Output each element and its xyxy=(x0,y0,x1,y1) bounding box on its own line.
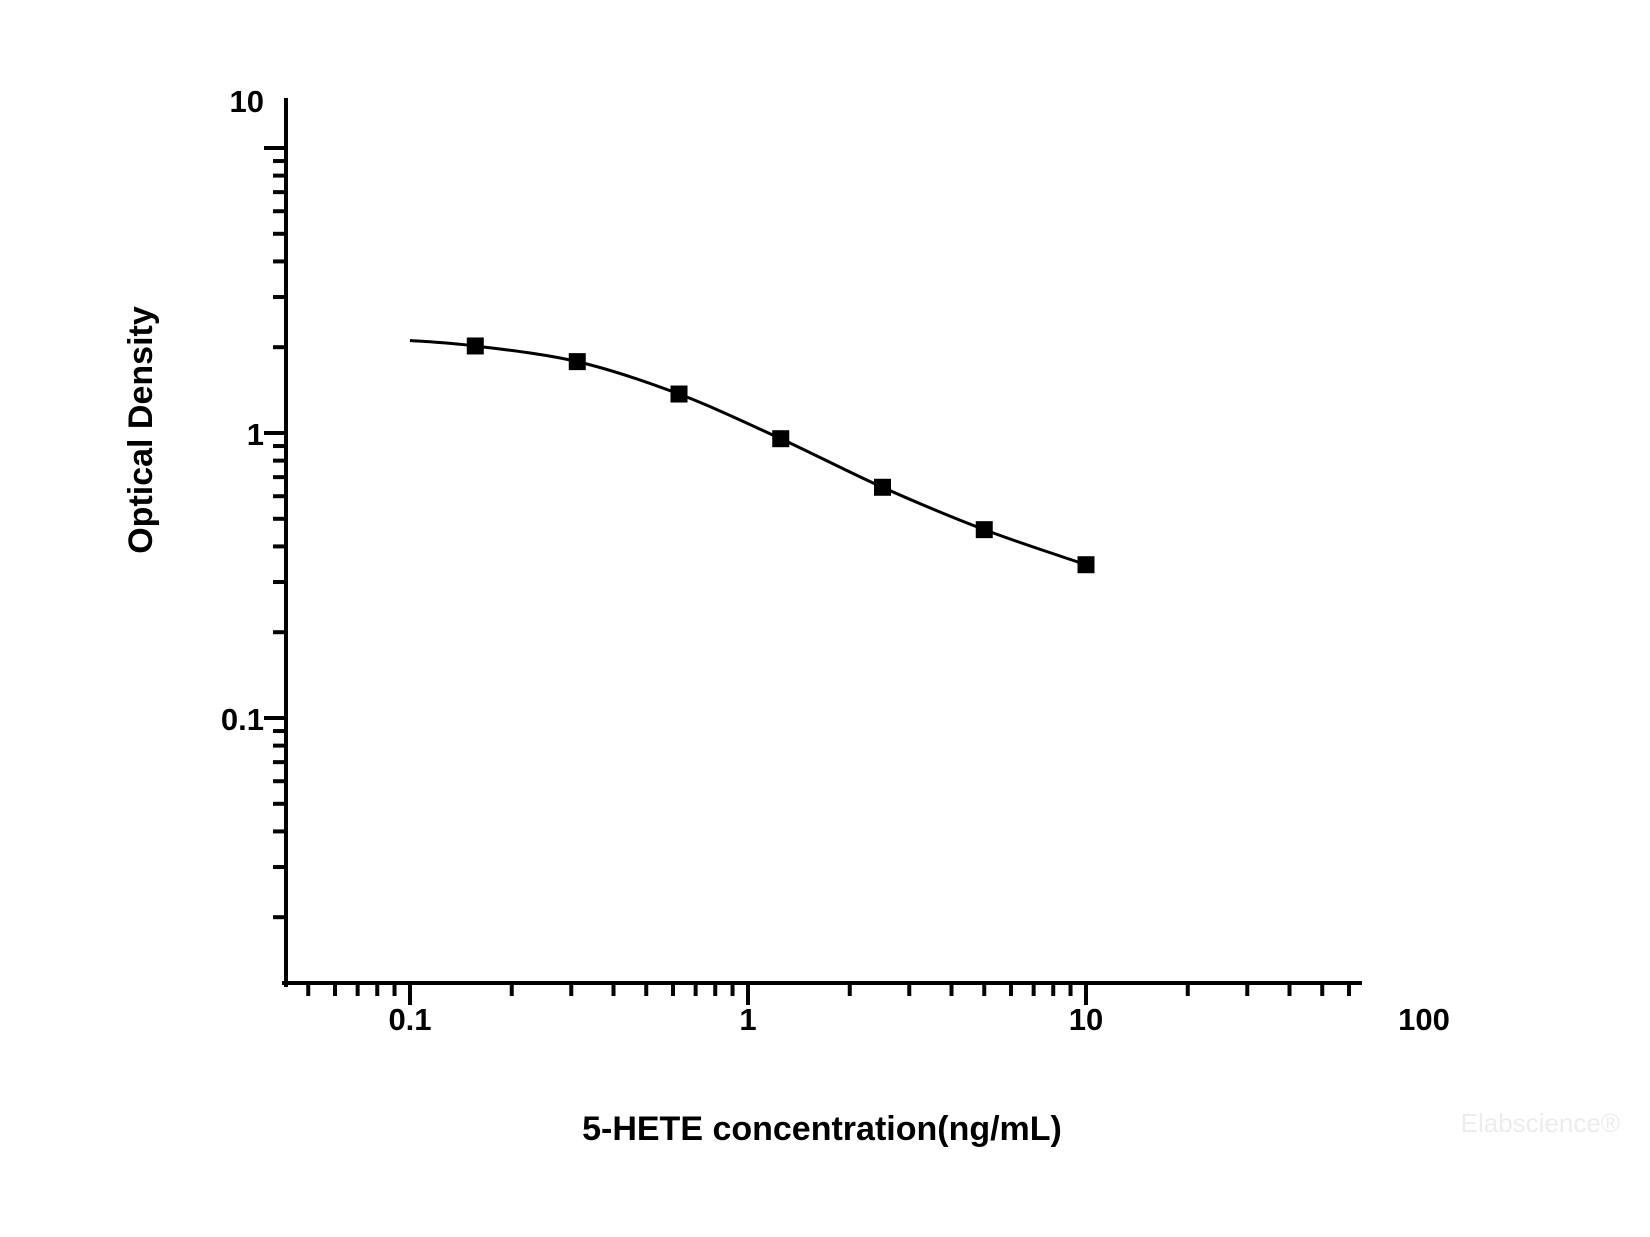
data-point-marker xyxy=(874,478,891,496)
x-tick-label-100: 100 xyxy=(1398,1002,1450,1037)
y-tick-label-1: 1 xyxy=(247,417,264,452)
y-tick-label-10: 10 xyxy=(230,84,264,119)
x-axis-tick-labels: 0.1 1 10 100 xyxy=(388,1002,1449,1037)
y-axis-ticks xyxy=(264,146,286,920)
x-tick-label-10: 10 xyxy=(1069,1002,1103,1037)
watermark-label: Elabscience® xyxy=(1461,1108,1620,1138)
y-tick-label-0.1: 0.1 xyxy=(221,702,264,737)
x-tick-label-0.1: 0.1 xyxy=(388,1002,431,1037)
data-point-marker xyxy=(975,521,993,539)
data-point-marker xyxy=(1077,556,1095,574)
axes-group xyxy=(282,98,1362,987)
data-point-marker xyxy=(670,385,688,403)
y-axis-title: Optical Density xyxy=(122,306,160,554)
y-axis-tick-labels: 10 1 0.1 xyxy=(221,84,264,737)
data-point-marker xyxy=(772,430,790,448)
data-point-marker xyxy=(466,337,484,355)
x-tick-label-1: 1 xyxy=(739,1002,756,1037)
x-axis-ticks xyxy=(306,983,1352,1005)
x-axis-title: 5-HETE concentration(ng/mL) xyxy=(582,1110,1062,1148)
data-point-markers xyxy=(466,337,1095,574)
data-point-marker xyxy=(568,353,586,371)
